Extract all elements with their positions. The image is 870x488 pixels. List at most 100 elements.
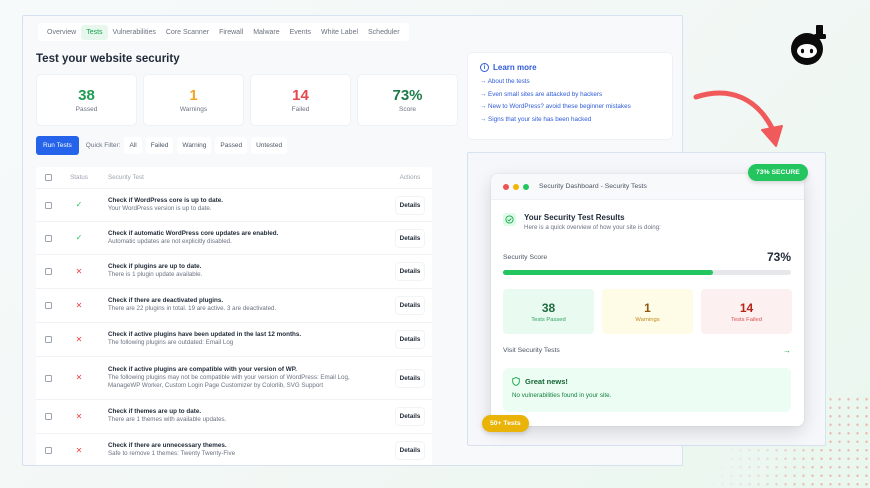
stat-value: 1: [189, 86, 198, 104]
details-button[interactable]: Details: [395, 442, 425, 459]
visit-security-tests-link[interactable]: Visit Security Tests →: [503, 346, 791, 355]
filter-passed[interactable]: Passed: [215, 137, 248, 154]
test-description: There is 1 plugin update available.: [108, 271, 203, 279]
details-button[interactable]: Details: [395, 331, 425, 348]
test-title: Check if there are unnecessary themes.: [108, 442, 227, 450]
learn-link-about-tests[interactable]: → About the tests: [480, 78, 530, 85]
row-checkbox[interactable]: [44, 201, 52, 209]
great-news-title: Great news!: [525, 377, 568, 386]
ninja-logo-icon: [791, 25, 826, 65]
page-title: Test your website security: [36, 53, 180, 65]
row-checkbox[interactable]: [44, 268, 52, 275]
window-title: Security Dashboard - Security Tests: [539, 183, 647, 190]
test-title: Check if active plugins have been update…: [108, 331, 302, 339]
cross-icon: ✕: [75, 411, 83, 421]
tab-bar: Overview Tests Vulnerabilities Core Scan…: [38, 23, 409, 41]
check-icon: ✓: [75, 233, 83, 242]
details-button[interactable]: Details: [395, 229, 425, 247]
details-button[interactable]: Details: [395, 297, 425, 314]
filter-all[interactable]: All: [124, 137, 142, 154]
toolbar: Run Tests Quick Filter: All Failed Warni…: [36, 136, 288, 155]
row-checkbox[interactable]: [44, 336, 52, 343]
stat-passed: 38 Passed: [37, 75, 136, 125]
test-title: Check if themes are up to date.: [108, 408, 202, 416]
test-title: Check if WordPress core is up to date.: [108, 196, 224, 204]
table-row: ✕ Check if there are deactivated plugins…: [36, 289, 432, 323]
cross-icon: ✕: [75, 445, 83, 455]
tab-events[interactable]: Events: [289, 28, 312, 36]
run-tests-button[interactable]: Run Tests: [36, 136, 79, 155]
filter-warning[interactable]: Warning: [177, 137, 212, 154]
tab-tests[interactable]: Tests: [81, 24, 108, 40]
tests-passed-value: 38: [541, 300, 556, 315]
tab-malware[interactable]: Malware: [253, 28, 280, 36]
tab-white-label[interactable]: White Label: [321, 28, 359, 36]
table-row: ✕ Check if active plugins are compatible…: [36, 357, 432, 400]
cross-icon: ✕: [75, 266, 83, 276]
stats-row: 38 Passed 1 Warnings 14 Failed 73% Score: [37, 75, 457, 125]
cross-icon: ✕: [75, 334, 83, 344]
tab-firewall[interactable]: Firewall: [219, 28, 244, 36]
stat-label: Score: [399, 105, 416, 113]
row-checkbox[interactable]: [44, 413, 52, 420]
stat-value: 38: [78, 86, 95, 104]
learn-link-small-sites[interactable]: → Even small sites are attacked by hacke…: [480, 90, 603, 98]
score-progress-bar: [503, 270, 791, 275]
great-news-description: No vulnerabilities found in your site.: [512, 392, 612, 399]
tab-scheduler[interactable]: Scheduler: [368, 28, 400, 36]
test-title: Check if automatic WordPress core update…: [108, 229, 279, 237]
learn-link-signs-hacked[interactable]: → Signs that your site has been hacked: [480, 115, 592, 123]
learn-more-card: i Learn more → About the tests → Even sm…: [468, 53, 672, 139]
test-title: Check if plugins are up to date.: [108, 263, 202, 271]
cross-icon: ✕: [75, 373, 83, 382]
great-news-box: Great news! No vulnerabilities found in …: [503, 368, 791, 412]
tests-failed-value: 14: [739, 300, 754, 315]
curved-arrow-icon: [693, 90, 783, 147]
details-button[interactable]: Details: [395, 369, 425, 387]
maximize-dot-icon[interactable]: [523, 183, 529, 190]
tab-vulnerabilities[interactable]: Vulnerabilities: [112, 28, 156, 36]
learn-link-beginner-mistakes[interactable]: → New to WordPress? avoid these beginner…: [480, 103, 631, 110]
close-dot-icon[interactable]: [503, 183, 509, 190]
tests-table: Status Security Test Actions ✓ Check if …: [36, 167, 432, 465]
results-header: Your Security Test Results Here is a qui…: [503, 213, 661, 232]
minimize-dot-icon[interactable]: [513, 183, 519, 190]
details-button[interactable]: Details: [395, 408, 425, 425]
stat-label: Warnings: [179, 105, 208, 113]
table-row: ✕ Check if plugins are up to date. There…: [36, 255, 432, 289]
tab-core-scanner[interactable]: Core Scanner: [165, 28, 210, 36]
tests-count-badge: 50+ Tests: [482, 415, 529, 432]
table-row: ✕ Check if there are unnecessary themes.…: [36, 434, 432, 465]
info-icon: i: [480, 63, 489, 72]
row-checkbox[interactable]: [44, 447, 52, 454]
tab-overview[interactable]: Overview: [47, 28, 77, 36]
check-circle-icon: [503, 213, 516, 226]
score-progress-fill: [503, 270, 714, 275]
learn-more-title: Learn more: [493, 63, 537, 72]
details-button[interactable]: Details: [395, 196, 425, 214]
header-status: Status: [70, 174, 88, 181]
test-description: The following plugins are outdated: Emai…: [108, 339, 234, 347]
score-value: 73%: [766, 250, 791, 264]
row-checkbox[interactable]: [44, 302, 52, 309]
details-button[interactable]: Details: [395, 263, 425, 280]
score-label: Security Score: [503, 253, 548, 261]
row-checkbox[interactable]: [44, 234, 52, 242]
warnings-label: Warnings: [635, 316, 660, 323]
tests-passed-label: Tests Passed: [531, 316, 566, 323]
learn-more-heading: i Learn more: [480, 63, 660, 72]
quick-filter-label: Quick Filter:: [85, 142, 121, 149]
warnings-card: 1 Warnings: [602, 289, 693, 334]
secure-badge: 73% SECURE: [748, 164, 808, 181]
test-description: Safe to remove 1 themes: Twenty Twenty-F…: [108, 450, 236, 458]
arrow-right-icon: →: [783, 346, 791, 355]
table-header: Status Security Test Actions: [36, 167, 432, 189]
stat-score: 73% Score: [358, 75, 457, 125]
filter-failed[interactable]: Failed: [145, 137, 174, 154]
test-title: Check if active plugins are compatible w…: [108, 365, 297, 373]
row-checkbox[interactable]: [44, 374, 52, 382]
filter-untested[interactable]: Untested: [251, 137, 288, 154]
select-all-checkbox[interactable]: [44, 174, 52, 181]
test-description: Automatic updates are not explicitly dis…: [108, 237, 232, 245]
test-description: There are 22 plugins in total. 19 are ac…: [108, 305, 277, 313]
